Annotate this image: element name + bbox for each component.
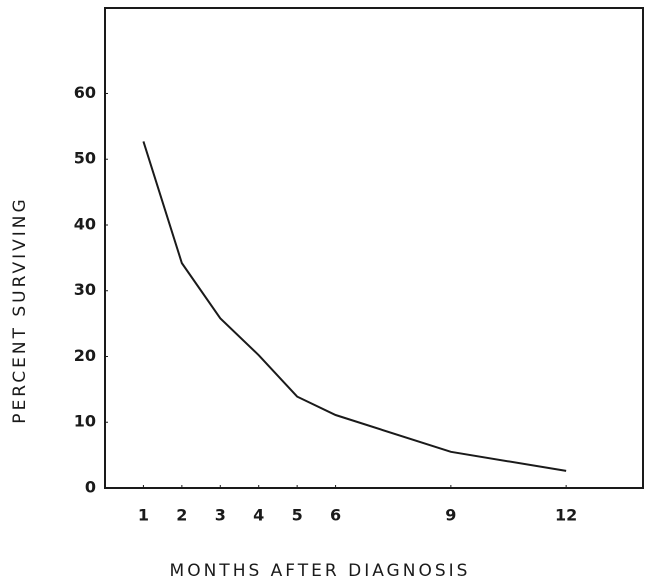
x-tick-label: 9 <box>445 506 456 525</box>
data-line <box>142 141 567 472</box>
y-tick-label: 40 <box>74 214 96 233</box>
x-axis-title: MONTHS AFTER DIAGNOSIS <box>170 561 471 581</box>
x-tick-label: 5 <box>292 506 303 525</box>
y-axis-title: PERCENT SURVIVING <box>10 196 30 423</box>
x-tick-label: 4 <box>253 506 264 525</box>
x-tick-label: 12 <box>555 506 577 525</box>
x-tick-label: 1 <box>138 506 149 525</box>
x-tick-label: 6 <box>330 506 341 525</box>
y-tick-label: 10 <box>74 412 96 431</box>
y-tick-label: 60 <box>74 83 96 102</box>
y-tick-label: 50 <box>74 149 96 168</box>
y-tick-label: 30 <box>74 280 96 299</box>
y-tick-label: 0 <box>85 478 96 497</box>
x-tick-label: 2 <box>176 506 187 525</box>
plot-frame <box>104 7 644 489</box>
y-tick-label: 20 <box>74 346 96 365</box>
x-tick-label: 3 <box>215 506 226 525</box>
